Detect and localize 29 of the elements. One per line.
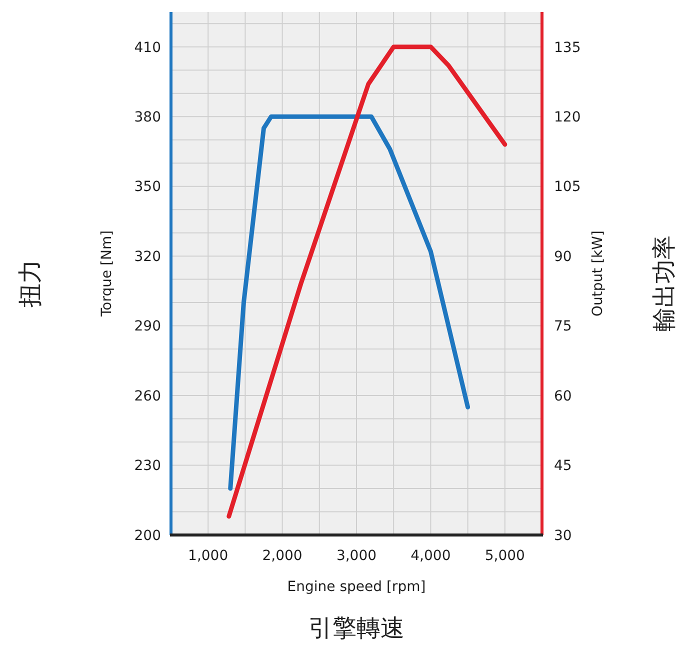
y2-tick-label: 120	[554, 110, 581, 126]
y2-tick-label: 45	[554, 458, 572, 474]
y-tick-label: 320	[134, 248, 161, 265]
x-tick-label: 3,000	[336, 548, 377, 564]
text: 輸出功率	[650, 236, 678, 332]
y-tick-label: 380	[134, 110, 161, 126]
y2-tick-label: 90	[554, 248, 572, 265]
y2-tick-label: 60	[554, 388, 572, 404]
y-tick-label: 230	[134, 458, 161, 474]
y-tick-label: 290	[134, 318, 161, 335]
x-tick-label: 2,000	[262, 548, 302, 564]
y2-tick-label: 135	[554, 40, 581, 56]
y-tick-label: 200	[134, 528, 161, 544]
y-tick-label: 260	[134, 388, 161, 404]
y2-tick-label: 75	[554, 318, 572, 335]
y-axis-title: Torque [Nm]	[99, 230, 115, 318]
text: 引擎轉速	[308, 614, 404, 642]
y2-tick-label: 105	[554, 179, 581, 196]
text: 扭力	[16, 260, 44, 308]
x-tick-label: 5,000	[484, 548, 525, 564]
x-axis-title: Engine speed [rpm]	[287, 579, 426, 595]
y-tick-label: 410	[134, 40, 161, 56]
x-tick-label: 4,000	[410, 548, 451, 564]
line-series	[226, 44, 508, 519]
y2-tick-label: 30	[554, 528, 572, 544]
x-tick-label: 1,000	[188, 548, 228, 564]
line-series	[228, 114, 470, 491]
y-tick-label: 350	[134, 179, 161, 196]
y2-axis-title: Output [kW]	[590, 230, 606, 316]
